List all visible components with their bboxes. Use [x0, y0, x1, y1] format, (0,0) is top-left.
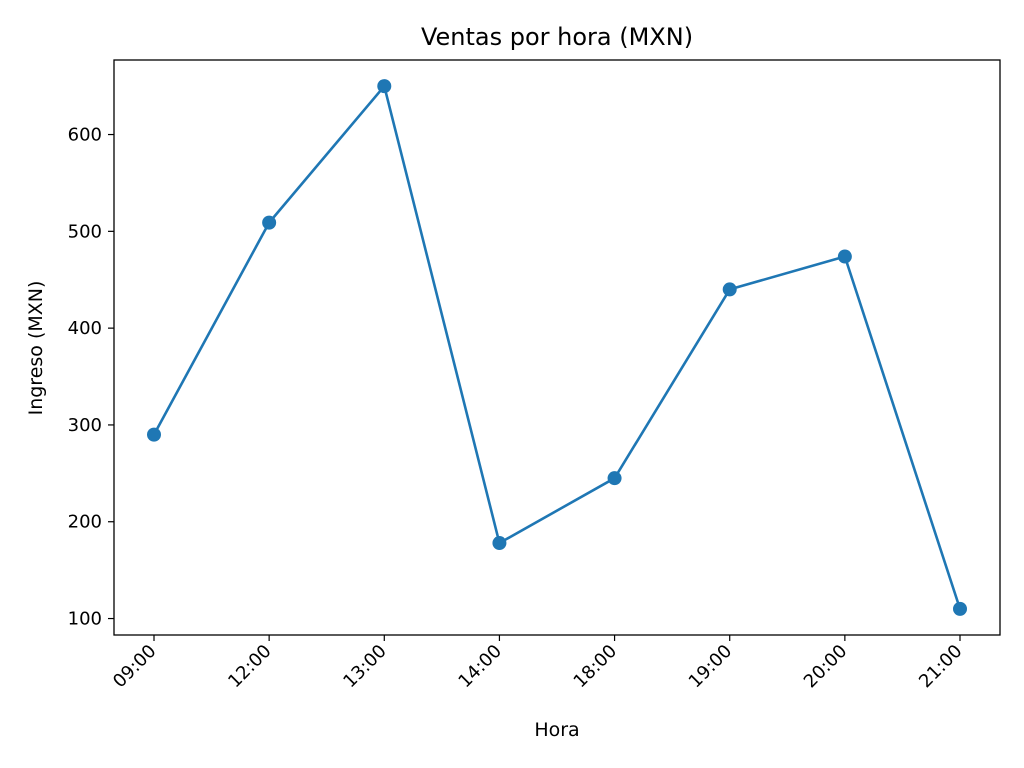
y-tick-label: 200: [68, 512, 102, 533]
y-axis-ticks: 100 200 300 400 500 600: [68, 125, 114, 630]
plot-area: [147, 79, 967, 616]
chart-title: Ventas por hora (MXN): [421, 23, 693, 51]
data-point: [377, 79, 392, 94]
data-point: [837, 249, 852, 264]
y-tick-label: 100: [68, 609, 102, 630]
y-tick-label: 300: [68, 415, 102, 436]
data-point: [722, 282, 737, 297]
data-point: [262, 215, 277, 230]
data-point: [492, 536, 507, 551]
plot-frame: [113, 59, 1001, 636]
y-axis-label: Ingreso (MXN): [25, 281, 47, 416]
y-tick-label: 400: [68, 318, 102, 339]
data-point: [607, 471, 622, 486]
y-tick-label: 500: [68, 221, 102, 242]
y-tick-label: 600: [68, 125, 102, 146]
series-line: [152, 84, 962, 611]
x-axis-label: Hora: [534, 719, 579, 741]
data-point: [953, 601, 967, 616]
data-point: [147, 427, 161, 442]
